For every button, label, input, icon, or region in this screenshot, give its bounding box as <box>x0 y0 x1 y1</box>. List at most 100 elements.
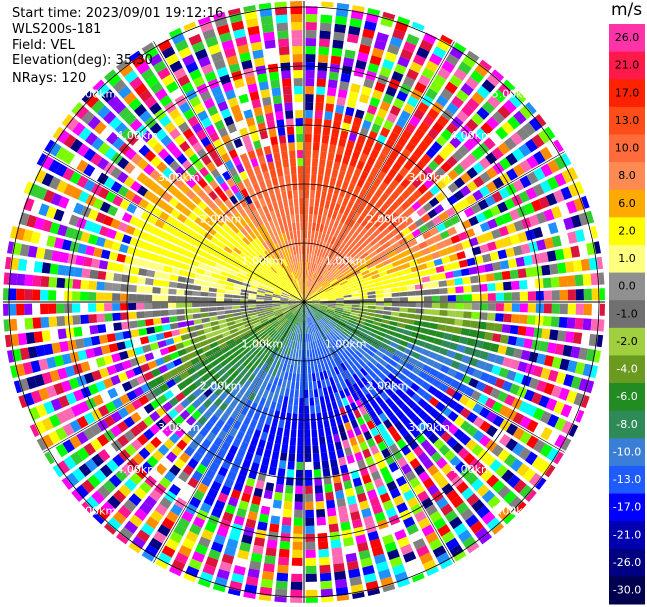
gate-cell <box>298 296 304 302</box>
gate-cell <box>498 187 511 200</box>
gate-cell <box>526 171 539 185</box>
gate-cell <box>145 390 156 402</box>
gate-cell <box>391 432 402 443</box>
gate-cell <box>264 295 273 299</box>
gate-cell <box>288 299 297 302</box>
gate-cell <box>351 444 361 454</box>
gate-cell <box>214 576 228 588</box>
gate-cell <box>315 356 321 365</box>
gate-cell <box>316 508 326 518</box>
gate-cell <box>299 341 302 350</box>
gate-cell <box>199 339 209 347</box>
gate-cell <box>503 79 516 92</box>
gate-cell <box>205 124 216 136</box>
gate-cell <box>373 115 385 127</box>
gate-cell <box>256 216 264 226</box>
gate-cell <box>283 223 289 233</box>
gate-cell <box>160 309 169 317</box>
gate-cell <box>274 159 282 169</box>
azimuth-spoke <box>303 301 565 453</box>
gate-cell <box>434 204 445 215</box>
gate-cell <box>220 412 230 423</box>
gate-cell <box>437 67 451 80</box>
gate-cell <box>502 236 513 247</box>
gate-cell <box>72 291 81 301</box>
gate-cell <box>396 90 409 102</box>
gate-cell <box>56 129 70 144</box>
gate-cell <box>289 305 297 310</box>
gate-cell <box>358 311 368 315</box>
gate-cell <box>276 261 283 270</box>
gate-cell <box>212 138 224 150</box>
gate-cell <box>133 207 145 218</box>
gate-cell <box>359 93 370 104</box>
gate-cell <box>523 202 535 215</box>
gate-cell <box>305 286 309 295</box>
gate-cell <box>338 278 347 284</box>
gate-cell <box>195 268 205 275</box>
gate-cell <box>301 302 304 310</box>
gate-cell <box>343 480 353 490</box>
gate-cell <box>69 419 82 433</box>
gate-cell <box>176 302 185 308</box>
gate-cell <box>158 364 169 374</box>
gate-cell <box>76 415 89 429</box>
gate-cell <box>311 297 320 301</box>
gate-cell <box>423 296 432 302</box>
gate-cell <box>51 250 62 262</box>
gate-cell <box>203 97 215 109</box>
gate-cell <box>509 359 521 370</box>
gate-cell <box>350 312 359 317</box>
gate-cell <box>260 214 268 224</box>
gate-cell <box>227 7 241 16</box>
gate-cell <box>257 289 266 294</box>
gate-cell <box>186 271 196 279</box>
gate-cell <box>208 190 218 201</box>
gate-cell <box>469 520 484 534</box>
gate-cell <box>318 291 326 296</box>
gate-cell <box>405 470 417 482</box>
gate-cell <box>117 85 132 99</box>
gate-cell <box>337 170 346 181</box>
gate-cell <box>323 419 330 429</box>
gate-cell <box>256 339 265 347</box>
gate-cell <box>163 265 173 273</box>
colorbar-swatch <box>609 521 645 550</box>
gate-cell <box>268 128 277 138</box>
gate-cell <box>363 572 377 584</box>
gate-cell <box>240 101 252 112</box>
gate-cell <box>290 6 303 15</box>
gate-cell <box>143 403 155 414</box>
gate-cell <box>506 223 517 234</box>
gate-cell <box>318 276 324 284</box>
gate-cell <box>273 322 281 329</box>
gate-cell <box>505 438 518 452</box>
gate-cell <box>517 231 528 243</box>
gate-cell <box>384 138 396 150</box>
gate-cell <box>445 271 454 279</box>
gate-cell <box>256 292 265 296</box>
gate-cell <box>191 410 202 421</box>
colorbar-tick-label: -17.0 <box>613 501 641 514</box>
gate-cell <box>276 334 283 343</box>
gate-cell <box>516 463 530 477</box>
gate-cell <box>272 264 279 273</box>
gate-cell <box>257 312 266 317</box>
gate-cell <box>318 307 327 311</box>
gate-cell <box>92 197 104 210</box>
gate-cell <box>362 181 372 191</box>
gate-cell <box>40 289 49 301</box>
gate-cell <box>128 303 137 311</box>
gate-cell <box>480 469 494 482</box>
gate-cell <box>112 489 127 504</box>
gate-cell <box>287 331 293 340</box>
gate-cell <box>275 111 284 121</box>
gate-cell <box>482 384 494 396</box>
gate-cell <box>56 316 66 327</box>
gate-cell <box>6 241 15 254</box>
gate-cell <box>295 246 299 255</box>
gate-cell <box>73 326 83 337</box>
gate-cell <box>226 321 236 327</box>
colorbar-tick-label: 26.0 <box>615 31 640 44</box>
gate-cell <box>326 309 335 314</box>
